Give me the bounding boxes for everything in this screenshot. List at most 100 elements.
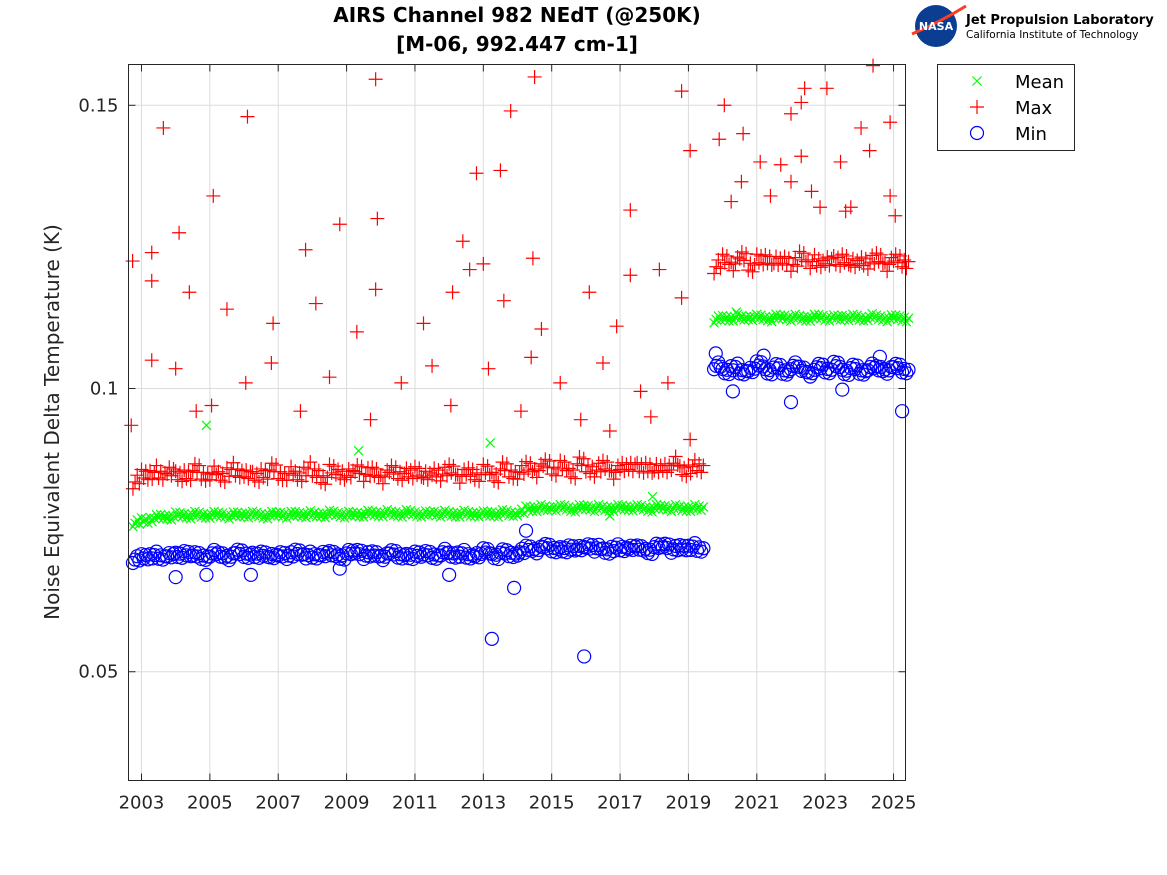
point-max — [170, 472, 185, 487]
point-max-outlier — [674, 84, 689, 99]
point-max — [726, 263, 741, 278]
point-min-outlier — [577, 649, 592, 664]
point-max — [685, 459, 700, 474]
point-min — [275, 549, 290, 564]
point-max-outlier — [553, 375, 568, 390]
svg-text:NASA: NASA — [919, 20, 954, 33]
point-max-outlier — [455, 234, 470, 249]
point-max — [452, 476, 467, 491]
point-max-outlier — [534, 322, 549, 337]
y-axis-label: Noise Equivalent Delta Temperature (K) — [40, 224, 64, 620]
point-max-outlier — [368, 282, 383, 297]
point-min-outlier — [835, 382, 850, 397]
x-tick-label: 2013 — [460, 793, 506, 814]
chart-title-line-2: [M-06, 992.447 cm-1] — [396, 32, 638, 56]
point-min — [627, 539, 643, 554]
point-max — [294, 474, 309, 489]
point-max — [472, 474, 487, 489]
point-max-outlier — [416, 316, 431, 331]
point-min-outlier — [518, 523, 534, 538]
point-min — [685, 539, 700, 554]
point-max — [880, 264, 895, 279]
point-max — [672, 459, 687, 474]
point-min-outlier — [243, 567, 258, 582]
point-max-outlier — [527, 69, 542, 84]
x-tick-label: 2015 — [529, 793, 575, 814]
point-max — [350, 457, 365, 472]
point-max — [358, 467, 373, 482]
point-max-outlier — [652, 262, 667, 277]
point-min-outlier — [484, 631, 499, 646]
point-max — [683, 466, 698, 481]
point-max-outlier — [753, 154, 768, 169]
point-max-outlier — [443, 398, 458, 413]
point-max — [583, 466, 598, 481]
legend-marker-min — [969, 125, 985, 141]
point-max-outlier — [524, 350, 539, 365]
point-max-outlier — [804, 184, 819, 199]
point-max — [215, 466, 230, 481]
point-max — [899, 261, 914, 276]
point-min-outlier — [872, 349, 887, 364]
point-max — [162, 460, 177, 475]
point-max — [600, 455, 615, 470]
x-tick-label: 2021 — [734, 793, 780, 814]
point-mean-outlier — [647, 491, 658, 502]
point-max — [692, 456, 707, 471]
point-max-outlier — [883, 188, 898, 203]
point-max — [136, 471, 151, 486]
point-max-outlier — [633, 384, 648, 399]
point-min-outlier — [506, 580, 522, 596]
point-max-outlier — [717, 98, 732, 113]
point-max-outlier — [266, 316, 281, 331]
point-min — [568, 543, 583, 558]
point-min — [164, 550, 179, 565]
x-tick-label: 2023 — [802, 793, 848, 814]
point-max — [395, 473, 410, 488]
point-max-outlier — [683, 143, 698, 158]
point-max — [369, 461, 384, 476]
point-max — [529, 470, 544, 485]
point-min — [356, 551, 371, 567]
point-max — [805, 254, 820, 269]
point-max-outlier — [888, 208, 903, 223]
point-max — [365, 460, 380, 475]
data-marks — [124, 58, 916, 664]
point-max-outlier — [843, 200, 858, 215]
point-max — [608, 465, 623, 480]
point-max — [901, 254, 916, 269]
point-max-outlier — [833, 154, 848, 169]
point-max — [606, 472, 621, 487]
point-max — [128, 474, 143, 489]
point-max-outlier — [156, 120, 171, 135]
x-tick-label: 2025 — [871, 793, 917, 814]
point-max-outlier — [623, 268, 638, 283]
point-max-outlier — [883, 115, 898, 130]
point-max — [213, 473, 228, 488]
x-tick-label: 2009 — [324, 793, 370, 814]
series-mean — [128, 307, 914, 532]
point-max-outlier — [660, 375, 675, 390]
point-max-outlier — [125, 254, 140, 269]
plot-area-frame — [128, 64, 906, 781]
point-max — [318, 477, 333, 492]
point-max-outlier — [862, 143, 877, 158]
point-max-outlier — [724, 194, 739, 209]
point-max — [792, 244, 807, 259]
point-max — [230, 461, 245, 476]
point-max — [264, 456, 279, 471]
legend-label: Min — [1015, 124, 1047, 145]
point-max-outlier — [736, 126, 751, 141]
point-max-outlier — [496, 293, 511, 308]
point-max-outlier — [204, 398, 219, 413]
point-min-outlier — [725, 384, 740, 399]
point-max-outlier — [797, 81, 812, 96]
point-max-outlier — [763, 188, 778, 203]
point-max-outlier — [308, 296, 323, 311]
point-min — [696, 541, 711, 556]
point-min — [241, 550, 256, 565]
point-max-outlier — [144, 273, 159, 288]
point-min — [585, 538, 600, 553]
x-tick-label: 2017 — [597, 793, 643, 814]
point-max — [217, 474, 232, 489]
